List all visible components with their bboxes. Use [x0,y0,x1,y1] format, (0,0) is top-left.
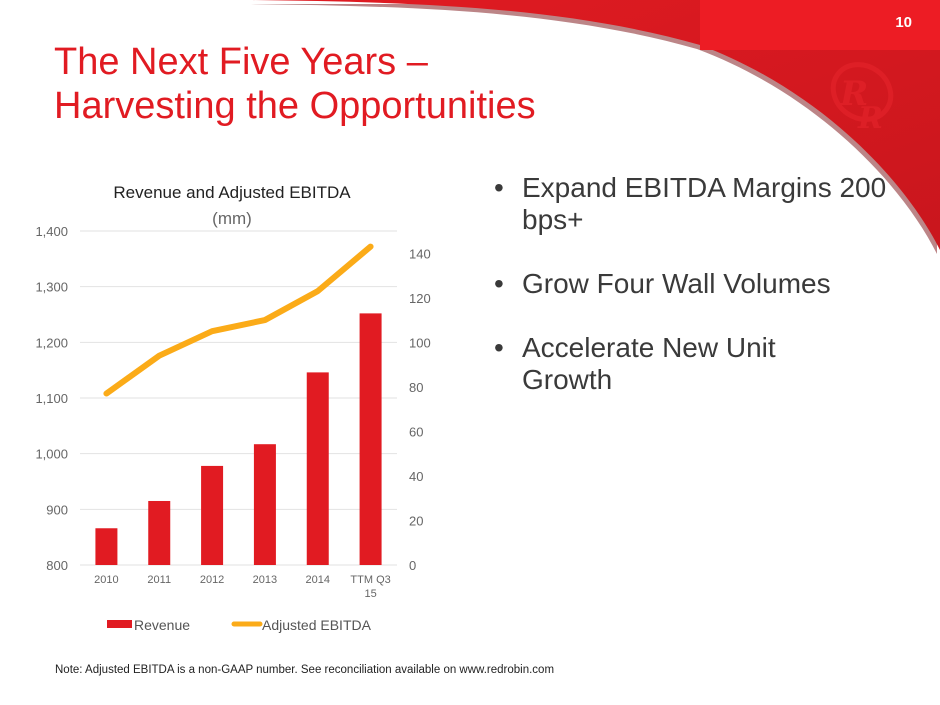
legend-swatch-revenue [107,620,132,628]
footnote: Note: Adjusted EBITDA is a non-GAAP numb… [55,664,555,676]
y-right-tick-label: 20 [409,513,423,528]
chart-subtitle: (mm) [212,209,252,228]
revenue-bar [253,444,276,565]
svg-text:R: R [839,74,868,114]
bullet-list: Expand EBITDA Margins 200 bps+ Grow Four… [490,172,902,428]
y-right-tick-label: 60 [409,424,423,439]
legend: Revenue Adjusted EBITDA [107,617,372,633]
legend-label-revenue: Revenue [134,617,190,633]
revenue-bar [148,500,171,565]
x-tick-label: TTM Q3 [350,574,390,586]
x-tick-label: 2013 [253,574,277,586]
y-left-tick-label: 1,200 [35,335,68,350]
x-tick-label: 2010 [94,574,118,586]
title-line-1: The Next Five Years – [54,41,428,83]
y-right-tick-label: 80 [409,380,423,395]
logo-icon: R R [830,62,894,136]
y-right-tick-label: 120 [409,291,431,306]
y-left-tick-label: 900 [46,502,68,517]
y-right-tick-label: 100 [409,335,431,350]
y-left-tick-label: 1,300 [35,280,68,295]
revenue-bar [201,465,224,565]
y-right-tick-label: 140 [409,246,431,261]
y-left-tick-label: 800 [46,558,68,573]
x-tick-label: 15 [364,588,376,600]
revenue-bar [306,372,329,565]
legend-label-ebitda: Adjusted EBITDA [262,617,372,633]
svg-text:R: R [857,101,883,136]
x-tick-label: 2012 [200,574,224,586]
header-banner: R R [247,0,940,254]
chart-title: Revenue and Adjusted EBITDA [113,183,351,202]
x-tick-label: 2011 [147,574,171,586]
y-left-tick-label: 1,100 [35,391,68,406]
title-line-2: Harvesting the Opportunities [54,85,536,127]
revenue-bar [95,528,118,565]
ebitda-line [103,243,374,397]
y-left-tick-label: 1,400 [35,224,68,239]
y-right-tick-label: 0 [409,558,416,573]
revenue-ebitda-chart: Revenue and Adjusted EBITDA (mm) 8009001… [35,183,431,633]
revenue-bar [359,313,382,565]
page-number: 10 [895,14,912,31]
y-right-tick-label: 40 [409,469,423,484]
y-left-tick-label: 1,000 [35,447,68,462]
bullet-item: Expand EBITDA Margins 200 bps+ [490,172,902,236]
x-tick-label: 2014 [306,574,330,586]
bullet-item: Accelerate New Unit Growth [490,332,822,396]
bullet-item: Grow Four Wall Volumes [490,268,902,300]
slide-title: The Next Five Years – Harvesting the Opp… [54,40,536,128]
